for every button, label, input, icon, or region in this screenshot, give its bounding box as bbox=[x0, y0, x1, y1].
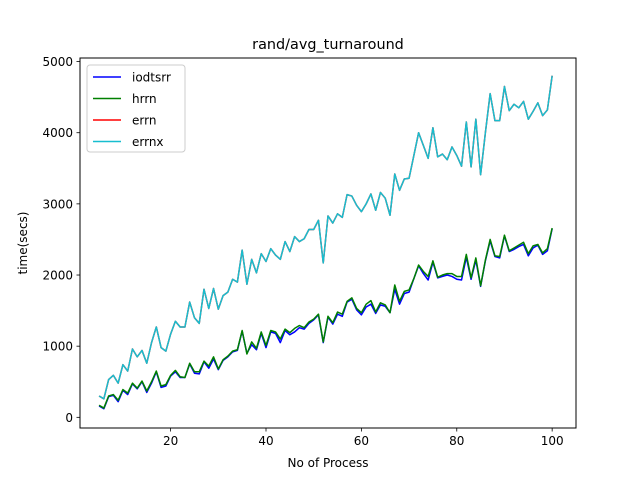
legend-label-iodtsrr: iodtsrr bbox=[132, 71, 171, 85]
y-tick-label: 4000 bbox=[42, 126, 73, 140]
y-tick-label: 5000 bbox=[42, 55, 73, 69]
series-line-errnx bbox=[98, 75, 553, 400]
chart-title: rand/avg_turnaround bbox=[252, 37, 404, 53]
series-layer bbox=[98, 75, 553, 410]
y-tick-label: 1000 bbox=[42, 340, 73, 354]
x-tick-label: 20 bbox=[163, 434, 178, 448]
x-tick-label: 100 bbox=[541, 434, 564, 448]
x-axis-label: No of Process bbox=[287, 456, 368, 470]
legend-label-hrrn: hrrn bbox=[132, 92, 157, 106]
y-tick-label: 3000 bbox=[42, 197, 73, 211]
plot-area-frame bbox=[79, 57, 577, 429]
series-line-hrrn bbox=[98, 227, 553, 409]
x-tick-label: 40 bbox=[258, 434, 273, 448]
legend-box bbox=[86, 64, 186, 153]
y-tick-label: 0 bbox=[65, 411, 73, 425]
y-tick-label: 2000 bbox=[42, 269, 73, 283]
y-axis-label: time(secs) bbox=[16, 212, 30, 275]
legend: iodtsrr hrrn errn errnx bbox=[86, 64, 186, 153]
x-tick-label: 80 bbox=[449, 434, 464, 448]
x-tick-label: 60 bbox=[354, 434, 369, 448]
legend-label-errn: errn bbox=[132, 114, 156, 128]
legend-label-errnx: errnx bbox=[132, 135, 164, 149]
